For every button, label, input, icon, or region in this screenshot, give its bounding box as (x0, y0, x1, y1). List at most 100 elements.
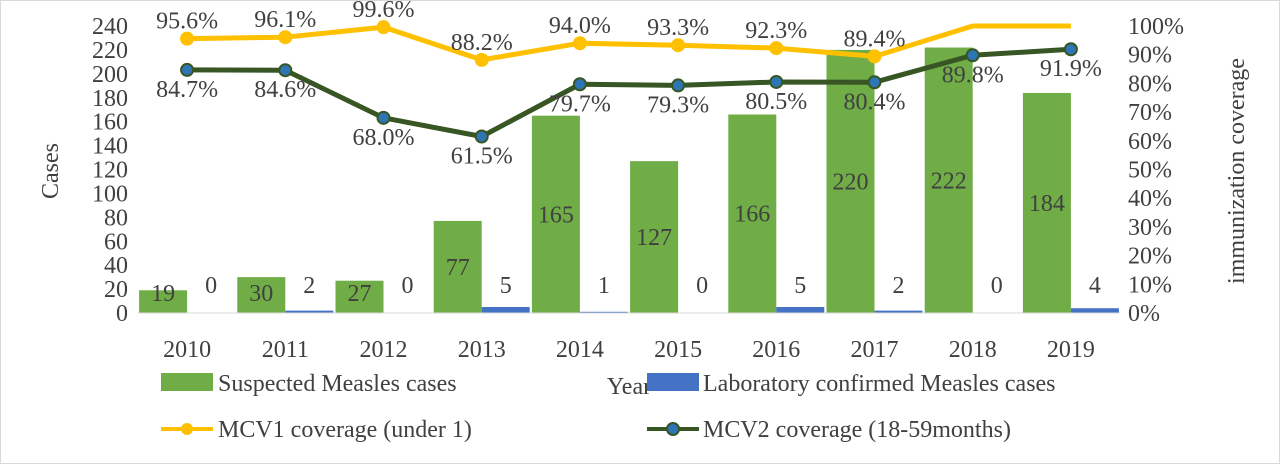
x-tick-label: 2017 (851, 337, 899, 363)
marker-mcv2 (572, 77, 587, 92)
data-label-confirmed: 0 (991, 273, 1003, 299)
data-label-mcv2: 84.7% (156, 77, 218, 103)
bar-suspected (139, 290, 188, 313)
legend-swatch-suspected (161, 373, 213, 391)
data-label-mcv1: 89.4% (844, 26, 906, 52)
bar-confirmed (481, 307, 530, 313)
bar-suspected (630, 161, 679, 313)
data-label-confirmed: 0 (696, 273, 708, 299)
data-label-suspected: 30 (249, 281, 273, 307)
legend: Suspected Measles cases Laboratory confi… (161, 371, 1056, 443)
y-tick-label: 0 (116, 301, 128, 327)
marker-mcv1 (376, 20, 391, 35)
y-tick-label: 80 (104, 205, 128, 231)
bars-layer (139, 47, 1119, 314)
data-label-suspected: 27 (348, 281, 372, 307)
data-label-suspected: 127 (636, 225, 672, 251)
marker-mcv2 (1063, 42, 1078, 57)
data-label-mcv1: 96.1% (254, 7, 316, 33)
legend-label-mcv1: MCV1 coverage (under 1) (218, 417, 472, 443)
bar-suspected (1022, 92, 1071, 313)
y-tick-label: 60 (104, 229, 128, 255)
data-label-suspected: 184 (1029, 191, 1065, 217)
data-label-mcv2: 91.9% (1040, 56, 1102, 82)
line-mcv2 (187, 46, 1072, 139)
line-mcv1 (187, 23, 1071, 63)
y2-tick-label: 70% (1128, 100, 1172, 126)
y2-tick-label: 90% (1128, 43, 1172, 69)
data-label-mcv1: 88.2% (451, 30, 513, 56)
marker-mcv1 (867, 49, 882, 64)
data-label-confirmed: 0 (402, 273, 414, 299)
bar-suspected (433, 220, 482, 313)
x-tick-label: 2019 (1047, 337, 1095, 363)
marker-mcv2 (965, 48, 980, 63)
y2-tick-label: 60% (1128, 129, 1172, 155)
data-label-mcv2: 68.0% (353, 125, 415, 151)
y-tick-label: 200 (92, 62, 128, 88)
data-label-mcv2: 79.7% (549, 91, 611, 117)
bar-suspected (531, 115, 580, 313)
marker-mcv1 (278, 30, 293, 45)
y2-tick-label: 80% (1128, 71, 1172, 97)
bar-suspected (826, 49, 875, 314)
data-label-mcv2: 80.4% (844, 89, 906, 115)
data-label-suspected: 220 (833, 169, 869, 195)
legend-label-suspected: Suspected Measles cases (218, 371, 457, 397)
marker-mcv1 (671, 38, 686, 53)
marker-mcv2 (376, 110, 391, 125)
data-label-mcv2: 89.8% (942, 62, 1004, 88)
y2-tick-label: 10% (1128, 272, 1172, 298)
data-labels-layer: 19 0 95.6% 84.7% 30 2 96.1% 84.6% 27 0 99.6% 68.0% 7… (151, 1, 1102, 307)
data-label-confirmed: 2 (303, 273, 315, 299)
y-tick-label: 220 (92, 38, 128, 64)
marker-mcv2 (867, 75, 882, 90)
legend-marker-mcv2 (666, 422, 680, 436)
legend-marker-mcv1 (181, 423, 193, 435)
data-label-mcv1: 99.6% (353, 1, 415, 23)
marker-mcv2 (180, 62, 195, 77)
data-label-confirmed: 0 (205, 273, 217, 299)
data-label-confirmed: 4 (1089, 273, 1101, 299)
y2-axis-title: immunization coverage (1224, 58, 1250, 284)
y-tick-label: 40 (104, 253, 128, 279)
data-label-suspected: 166 (734, 202, 770, 228)
data-label-mcv1: 94.0% (549, 13, 611, 39)
bar-confirmed (776, 307, 825, 313)
x-tick-label: 2011 (262, 337, 309, 363)
y-tick-label: 20 (104, 277, 128, 303)
y2-tick-label: 20% (1128, 244, 1172, 270)
y2-tick-label: 0% (1128, 301, 1160, 327)
data-label-mcv1: 92.3% (745, 18, 807, 44)
lines-layer (180, 20, 1078, 144)
x-axis-title: Year (607, 374, 651, 400)
bar-suspected (924, 47, 973, 314)
x-tick-label: 2018 (949, 337, 997, 363)
y2-tick-label: 40% (1128, 186, 1172, 212)
x-tick-label: 2015 (654, 337, 702, 363)
marker-mcv1 (572, 36, 587, 51)
data-label-mcv1: 93.3% (647, 15, 709, 41)
data-label-suspected: 165 (538, 202, 574, 228)
y-tick-label: 120 (92, 158, 128, 184)
data-label-suspected: 77 (446, 255, 470, 281)
legend-label-mcv2: MCV2 coverage (18-59months) (703, 417, 1011, 443)
bar-suspected (728, 114, 777, 313)
y-tick-label: 140 (92, 134, 128, 160)
x-tick-label: 2013 (458, 337, 506, 363)
data-label-suspected: 19 (151, 281, 175, 307)
marker-mcv1 (474, 52, 489, 67)
bar-confirmed (1070, 308, 1119, 313)
bar-confirmed (579, 311, 628, 313)
ticks-layer: 0204060801001201401601802002202400%10%20… (92, 14, 1184, 363)
marker-mcv2 (769, 74, 784, 89)
data-label-suspected: 222 (931, 168, 967, 194)
y-tick-label: 160 (92, 110, 128, 136)
y2-tick-label: 30% (1128, 215, 1172, 241)
y-tick-label: 240 (92, 14, 128, 40)
legend-label-confirmed: Laboratory confirmed Measles cases (703, 371, 1056, 397)
y2-tick-label: 50% (1128, 158, 1172, 184)
marker-mcv1 (180, 31, 195, 46)
x-tick-label: 2012 (360, 337, 408, 363)
